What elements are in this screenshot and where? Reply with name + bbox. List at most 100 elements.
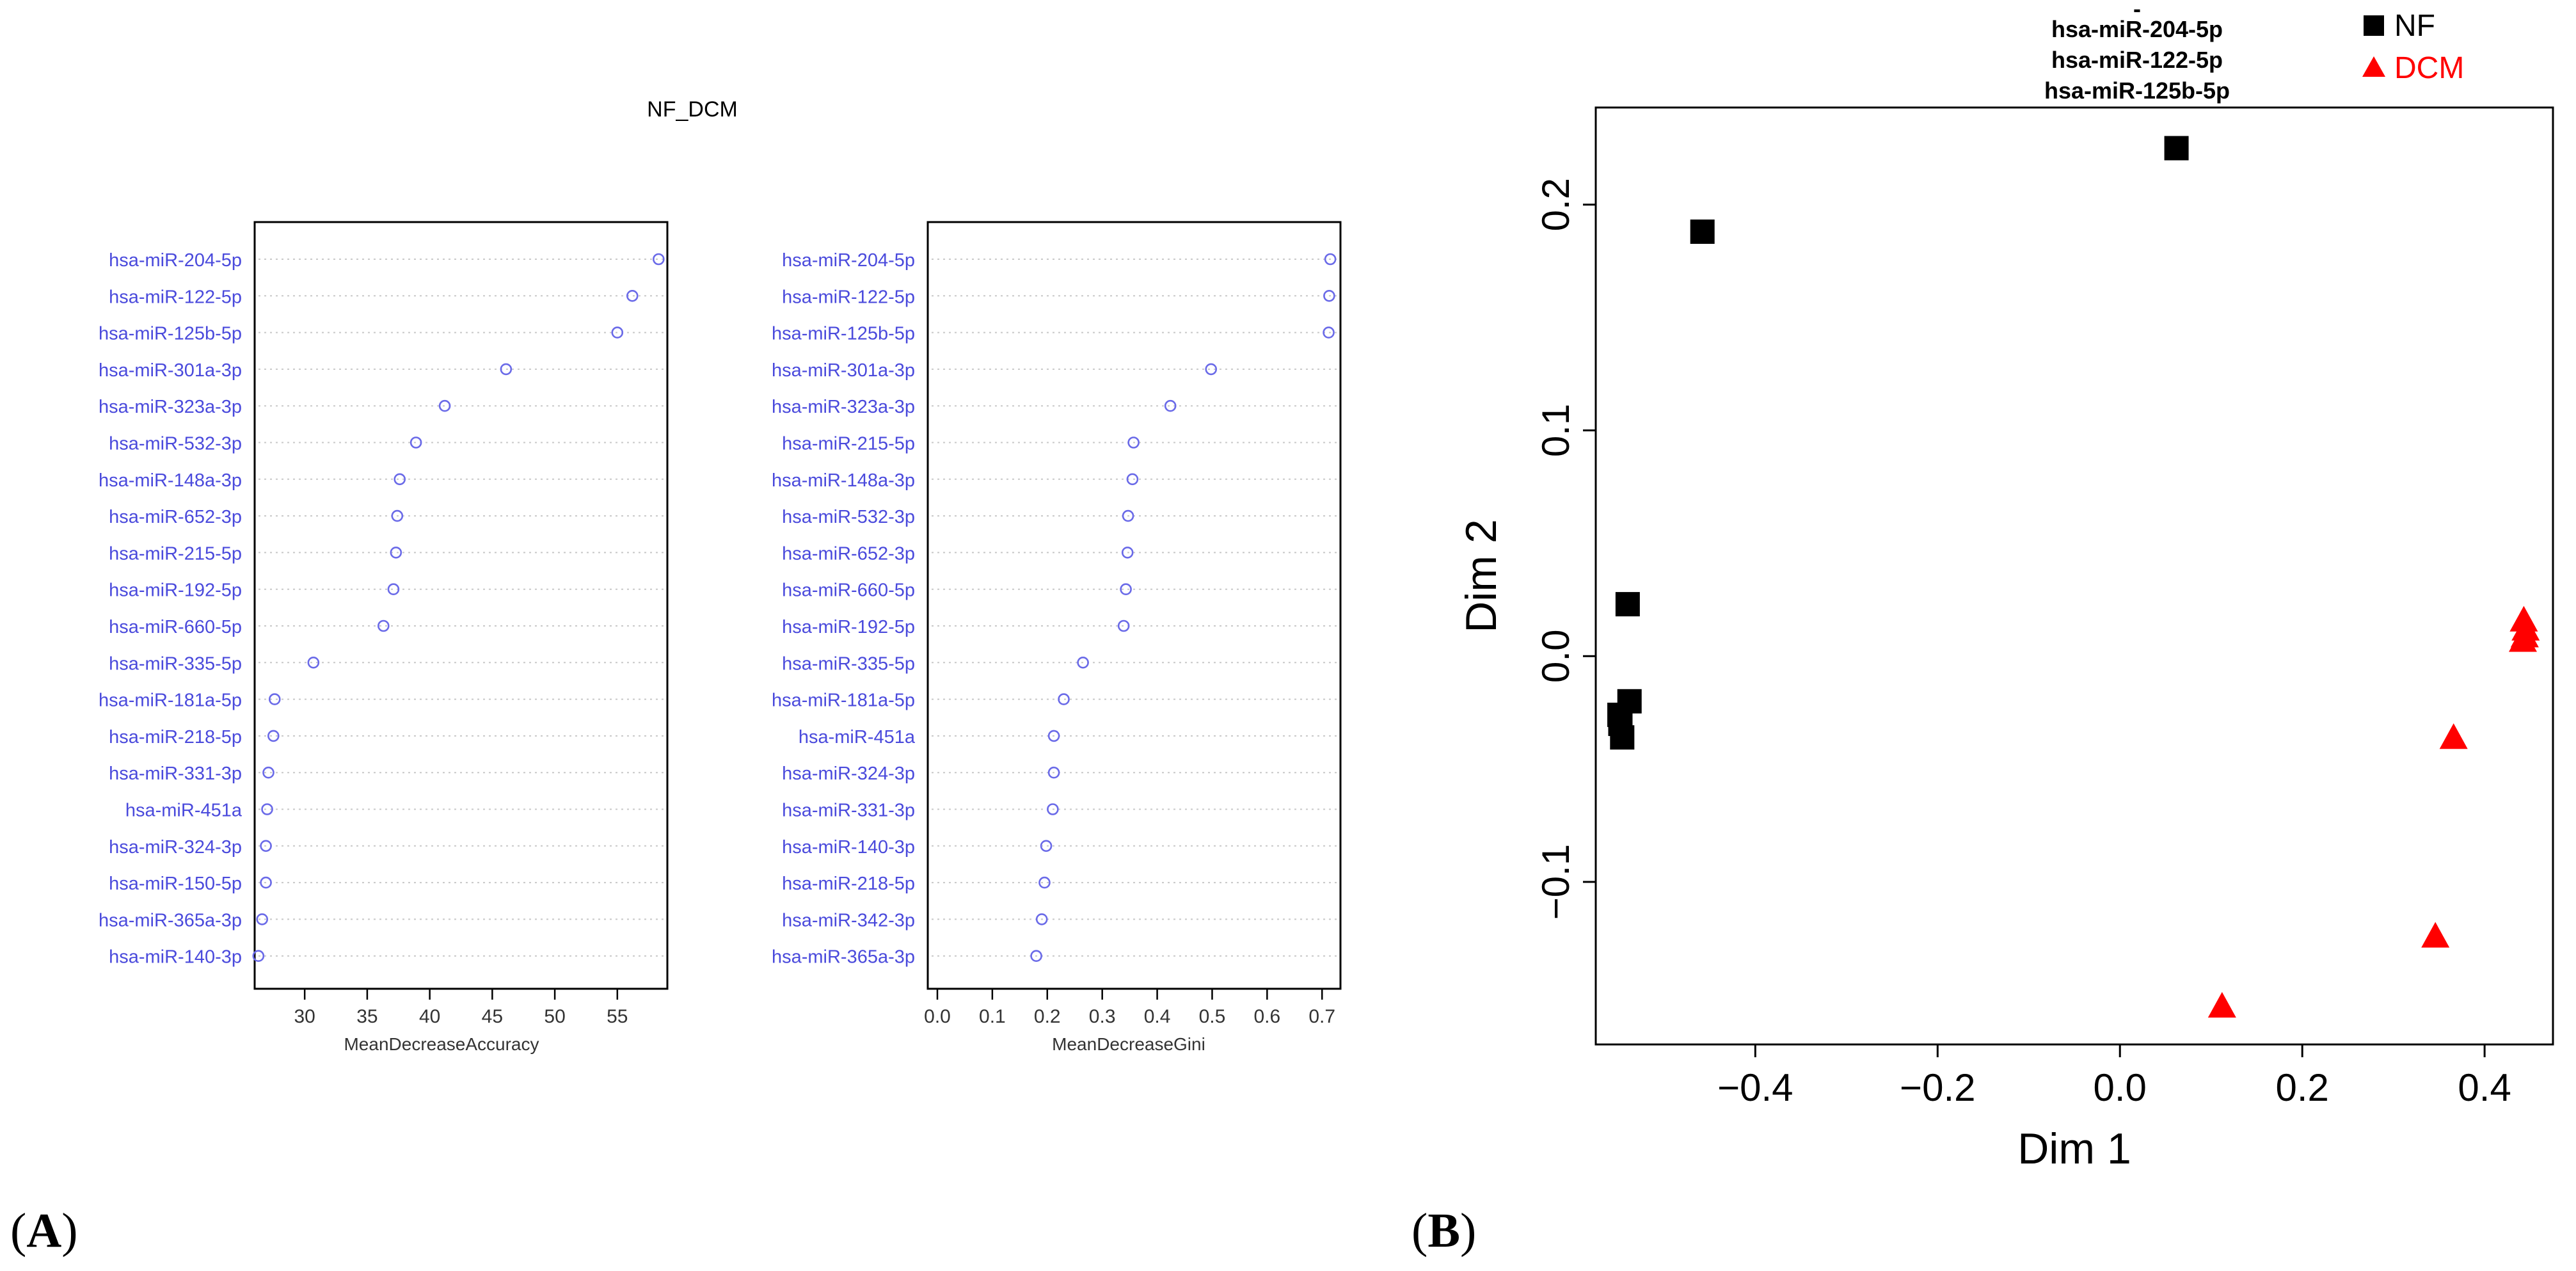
category-label: hsa-miR-192-5p [782,617,915,637]
category-label: hsa-miR-451a [125,801,242,821]
category-label: hsa-miR-323a-3p [99,397,242,417]
category-label: hsa-miR-331-3p [109,763,242,784]
category-label: hsa-miR-335-5p [109,653,242,674]
panel-a-title: NF_DCM [647,97,738,122]
dot-point [262,766,274,779]
category-label: hsa-miR-150-5p [109,874,242,894]
panel-a-letter: A [26,1204,61,1258]
dot-point [1205,363,1218,376]
category-label: hsa-miR-324-3p [782,763,915,784]
category-label: hsa-miR-365a-3p [99,910,242,931]
tick-label: 0.1 [979,1006,1006,1027]
tick-label: 0.1 [1534,404,1577,457]
dot-point [1122,509,1134,522]
mds-title-dash: - [2133,0,2141,22]
dot-point [256,913,269,925]
dot-point [1047,766,1060,779]
category-label: hsa-miR-140-3p [782,837,915,858]
category-label: hsa-miR-192-5p [109,580,242,601]
dot-point [1127,436,1140,449]
dcm-point [2508,626,2537,652]
category-label: hsa-miR-140-3p [109,947,242,968]
tick-label: 45 [482,1006,503,1027]
tick-label: 35 [356,1006,378,1027]
dot-point [1323,326,1335,339]
dot-point [653,253,665,266]
tick-label: 0.6 [1253,1006,1280,1027]
category-label: hsa-miR-125b-5p [772,324,915,344]
gini-xlabel: MeanDecreaseGini [1052,1034,1205,1054]
category-label: hsa-miR-122-5p [782,287,915,307]
legend-dcm-label: DCM [2394,51,2464,85]
legend: NF DCM [2362,9,2464,85]
dot-point [409,436,422,449]
accuracy-plot-frame [253,221,669,990]
tick-label: −0.2 [1900,1066,1975,1109]
category-label: hsa-miR-335-5p [782,653,915,674]
dot-point [394,473,406,486]
tick-label: 55 [607,1006,628,1027]
dot-point [1047,730,1060,742]
nf-point [2164,136,2189,161]
tick-label: 0.4 [1144,1006,1171,1027]
dcm-point [2439,723,2468,749]
tick-label: 0.2 [1034,1006,1061,1027]
panel-a-label: (A) [10,1204,78,1258]
dot-point [267,730,280,742]
tick-label: 50 [544,1006,565,1027]
dot-point [1035,913,1048,925]
dot-point [1058,693,1070,705]
mds-title-line-3: hsa-miR-125b-5p [2044,77,2230,104]
category-label: hsa-miR-148a-3p [99,470,242,491]
category-label: hsa-miR-181a-5p [772,691,915,711]
gini-plot: hsa-miR-204-5p hsa-miR-122-5p hsa-miR-125b… [772,221,1342,1054]
nf-point [1610,725,1635,750]
category-label: hsa-miR-301a-3p [99,360,242,381]
dot-point [252,950,265,962]
category-label: hsa-miR-331-3p [782,801,915,821]
category-label: hsa-miR-218-5p [109,727,242,747]
category-label: hsa-miR-148a-3p [772,470,915,491]
mds-xlabel: Dim 1 [2017,1124,2131,1173]
category-label: hsa-miR-323a-3p [772,397,915,417]
dot-point [260,876,272,889]
dot-point [260,840,272,852]
tick-label: 0.5 [1199,1006,1226,1027]
category-label: hsa-miR-204-5p [782,250,915,271]
dot-point [1120,583,1132,596]
category-label: hsa-miR-532-3p [109,434,242,454]
dot-point [626,289,639,302]
panel-b-letter: B [1427,1204,1460,1258]
dot-point [268,693,281,705]
accuracy-plot: hsa-miR-204-5p hsa-miR-122-5p hsa-miR-125b… [99,221,669,1054]
dot-point [1030,950,1042,962]
dot-point [611,326,624,339]
dot-point [1164,399,1177,412]
accuracy-xlabel: MeanDecreaseAccuracy [344,1034,539,1054]
tick-label: 0.0 [924,1006,951,1027]
dcm-point [2207,992,2236,1018]
category-label: hsa-miR-652-3p [782,543,915,564]
category-label: hsa-miR-532-3p [782,507,915,527]
category-label: hsa-miR-660-5p [109,617,242,637]
category-label: hsa-miR-342-3p [782,910,915,931]
dot-point [307,657,320,669]
legend-nf-label: NF [2394,9,2435,43]
category-label: hsa-miR-660-5p [782,580,915,601]
dot-point [387,583,400,596]
tick-label: 0.3 [1089,1006,1116,1027]
category-label: hsa-miR-451a [799,727,916,747]
dot-point [1126,473,1139,486]
dot-point [1047,803,1059,815]
dot-point [1077,657,1089,669]
mds-title-line-1: hsa-miR-204-5p [2051,16,2223,42]
tick-label: 0.4 [2458,1066,2511,1109]
tick-label: 30 [294,1006,315,1027]
dot-point [1323,289,1335,302]
category-label: hsa-miR-181a-5p [99,691,242,711]
legend-nf-marker [2364,15,2384,36]
mds-title-line-2: hsa-miR-122-5p [2051,47,2223,73]
category-label: hsa-miR-215-5p [109,543,242,564]
dot-point [391,509,404,522]
